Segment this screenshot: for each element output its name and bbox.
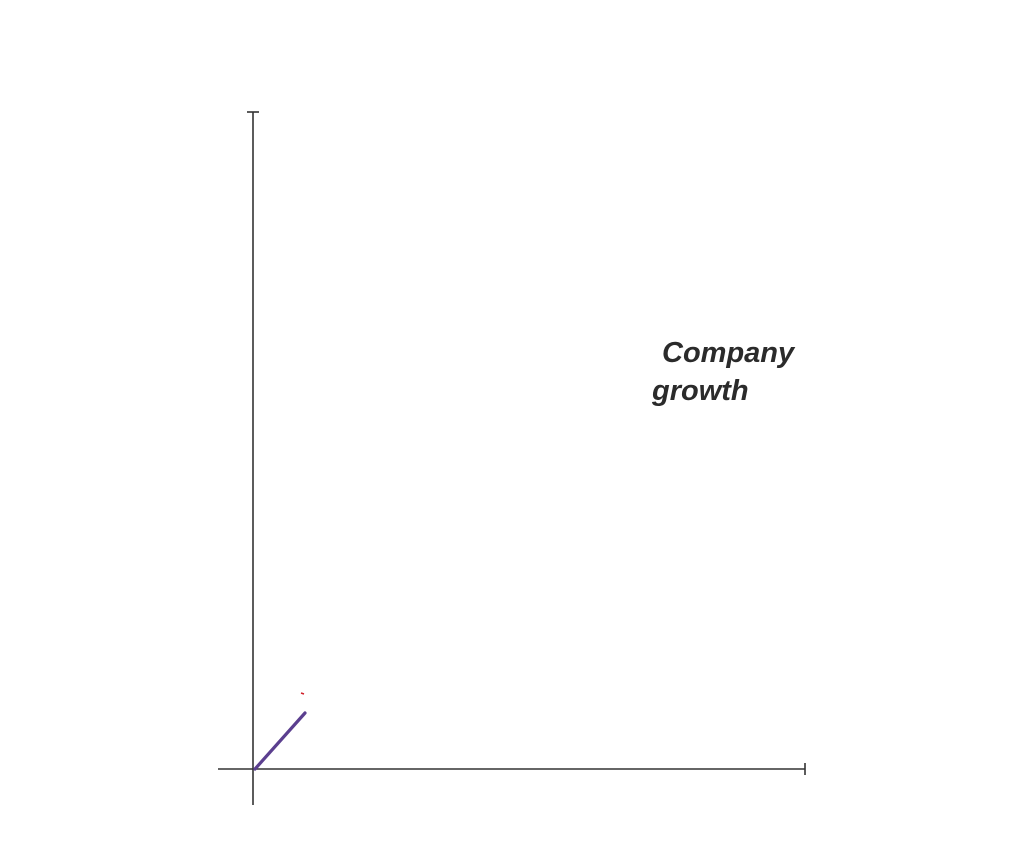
label-line-1: Company: [662, 337, 796, 369]
label-line-2: growth: [651, 375, 749, 407]
growth-line: [253, 711, 307, 771]
red-mark: [300, 692, 305, 695]
